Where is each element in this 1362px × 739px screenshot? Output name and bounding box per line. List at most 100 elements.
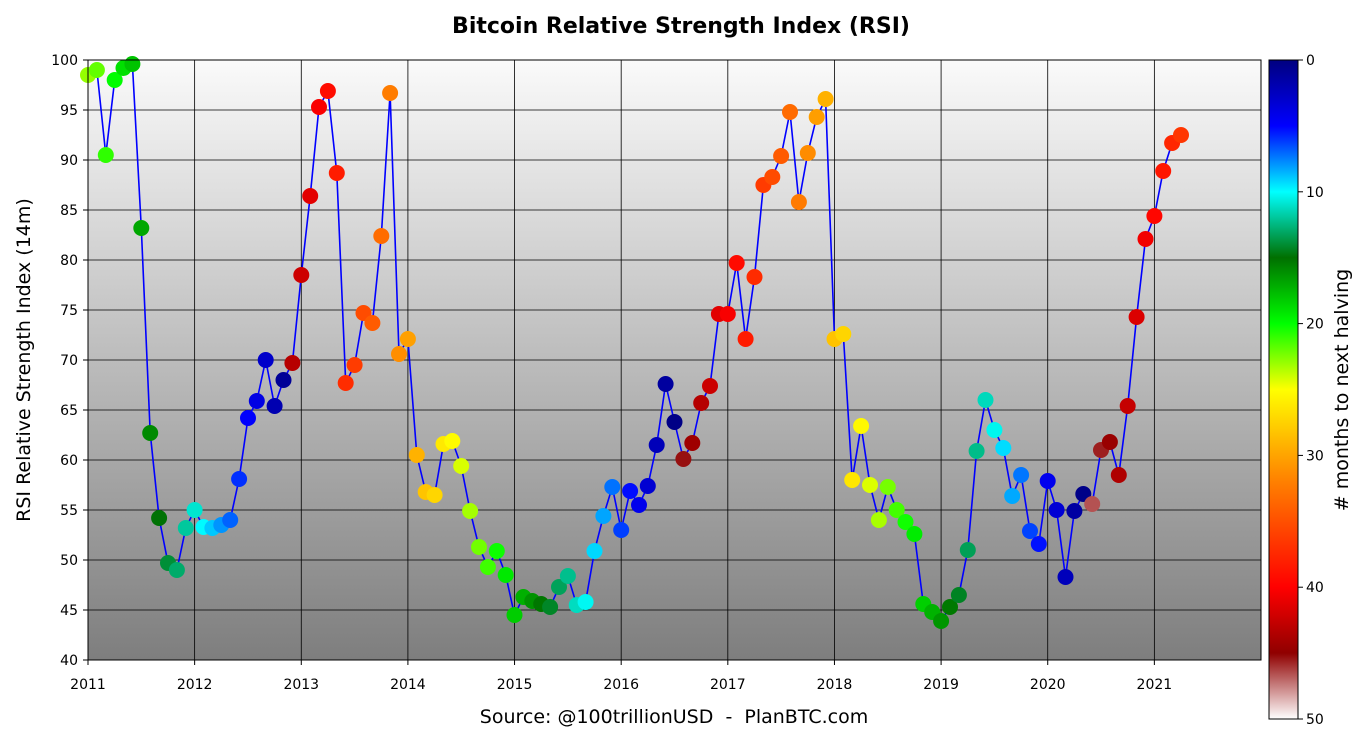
rsi-point xyxy=(639,478,656,494)
rsi-point xyxy=(1057,569,1074,585)
rsi-point xyxy=(408,447,425,463)
rsi-point xyxy=(302,188,319,204)
rsi-point xyxy=(986,422,1003,438)
rsi-point xyxy=(844,472,861,488)
rsi-series xyxy=(80,56,1189,629)
rsi-point xyxy=(293,267,310,283)
rsi-point xyxy=(595,508,612,524)
rsi-point xyxy=(1128,309,1145,325)
colorbar-tick-label: 0 xyxy=(1306,53,1315,69)
rsi-point xyxy=(675,451,692,467)
chart-title: Bitcoin Relative Strength Index (RSI) xyxy=(452,14,910,39)
rsi-point xyxy=(151,510,168,526)
rsi-point xyxy=(1039,473,1056,489)
rsi-point xyxy=(622,483,639,499)
rsi-point xyxy=(364,315,381,331)
rsi-point xyxy=(373,228,390,244)
rsi-point xyxy=(168,562,185,578)
rsi-point xyxy=(1146,208,1163,224)
x-tick-label: 2018 xyxy=(817,677,853,693)
rsi-line xyxy=(87,62,1182,623)
rsi-point xyxy=(790,194,807,210)
x-tick-label: 2019 xyxy=(923,677,959,693)
rsi-point xyxy=(551,579,567,595)
rsi-point xyxy=(888,502,905,518)
rsi-point xyxy=(666,414,683,430)
rsi-point xyxy=(995,440,1012,456)
rsi-point xyxy=(577,594,594,610)
rsi-point xyxy=(462,503,479,519)
rsi-point xyxy=(1101,434,1118,450)
rsi-point xyxy=(133,220,150,236)
x-axis-ticks: 2011 2012 2013 2014 2015 2016 2017 2018 2019 2020… xyxy=(70,660,1172,693)
rsi-point xyxy=(391,346,407,362)
y-tick-label: 90 xyxy=(60,153,78,169)
y-tick-label: 75 xyxy=(60,303,78,319)
rsi-point xyxy=(328,165,345,181)
rsi-point xyxy=(693,395,710,411)
y-tick-label: 50 xyxy=(60,553,78,569)
rsi-point xyxy=(933,613,950,629)
x-tick-label: 2015 xyxy=(497,677,533,693)
rsi-point xyxy=(488,543,505,559)
rsi-point xyxy=(284,355,301,371)
y-tick-label: 65 xyxy=(60,403,78,419)
rsi-point xyxy=(968,443,985,459)
grid-lines xyxy=(88,60,1261,660)
rsi-point xyxy=(1137,231,1154,247)
rsi-point xyxy=(97,147,114,163)
rsi-point xyxy=(684,435,701,451)
y-tick-label: 100 xyxy=(51,53,78,69)
x-tick-label: 2017 xyxy=(710,677,746,693)
rsi-point xyxy=(453,458,470,474)
x-tick-label: 2011 xyxy=(70,677,106,693)
colorbar-tick-label: 10 xyxy=(1306,185,1324,201)
rsi-point xyxy=(311,99,327,115)
y-axis-ticks: 40 45 50 55 60 65 70 75 80 85 90 95 100 xyxy=(51,53,88,669)
rsi-point xyxy=(240,410,256,426)
rsi-point xyxy=(870,512,887,528)
rsi-point xyxy=(799,145,816,161)
rsi-point xyxy=(737,331,754,347)
rsi-point xyxy=(337,375,354,391)
rsi-point xyxy=(1013,467,1030,483)
rsi-point xyxy=(657,376,674,392)
y-tick-label: 70 xyxy=(60,353,78,369)
y-tick-label: 60 xyxy=(60,453,78,469)
x-tick-label: 2012 xyxy=(177,677,213,693)
rsi-point xyxy=(266,398,283,414)
rsi-point xyxy=(1119,398,1136,414)
source-caption: Source: @100trillionUSD - PlanBTC.com xyxy=(480,706,868,728)
colorbar-label: # months to next halving xyxy=(1331,269,1353,511)
rsi-point xyxy=(719,306,736,322)
rsi-point xyxy=(1022,523,1038,539)
rsi-point xyxy=(222,512,239,528)
rsi-point xyxy=(746,269,763,285)
rsi-point xyxy=(382,85,399,101)
rsi-point xyxy=(728,255,745,271)
rsi-point xyxy=(257,352,274,368)
colorbar-tick-label: 30 xyxy=(1306,448,1324,464)
rsi-point xyxy=(1155,163,1172,179)
rsi-point xyxy=(479,559,496,575)
rsi-point xyxy=(231,471,248,487)
rsi-point xyxy=(835,326,852,342)
rsi-point xyxy=(879,479,896,495)
rsi-point xyxy=(897,514,914,530)
y-axis-label: RSI Relative Strength Index (14m) xyxy=(13,198,35,522)
x-tick-label: 2016 xyxy=(603,677,639,693)
x-tick-label: 2021 xyxy=(1137,677,1173,693)
rsi-point xyxy=(426,487,443,503)
y-tick-label: 55 xyxy=(60,503,78,519)
rsi-point xyxy=(648,437,665,453)
rsi-point xyxy=(959,542,976,558)
rsi-point xyxy=(106,72,123,88)
rsi-point xyxy=(559,568,576,584)
colorbar-ticks: 0 10 20 30 40 50 xyxy=(1298,53,1324,728)
rsi-point xyxy=(471,539,487,555)
rsi-point xyxy=(275,372,292,388)
rsi-point xyxy=(906,526,923,542)
rsi-point xyxy=(319,83,336,99)
rsi-point xyxy=(1066,503,1083,519)
